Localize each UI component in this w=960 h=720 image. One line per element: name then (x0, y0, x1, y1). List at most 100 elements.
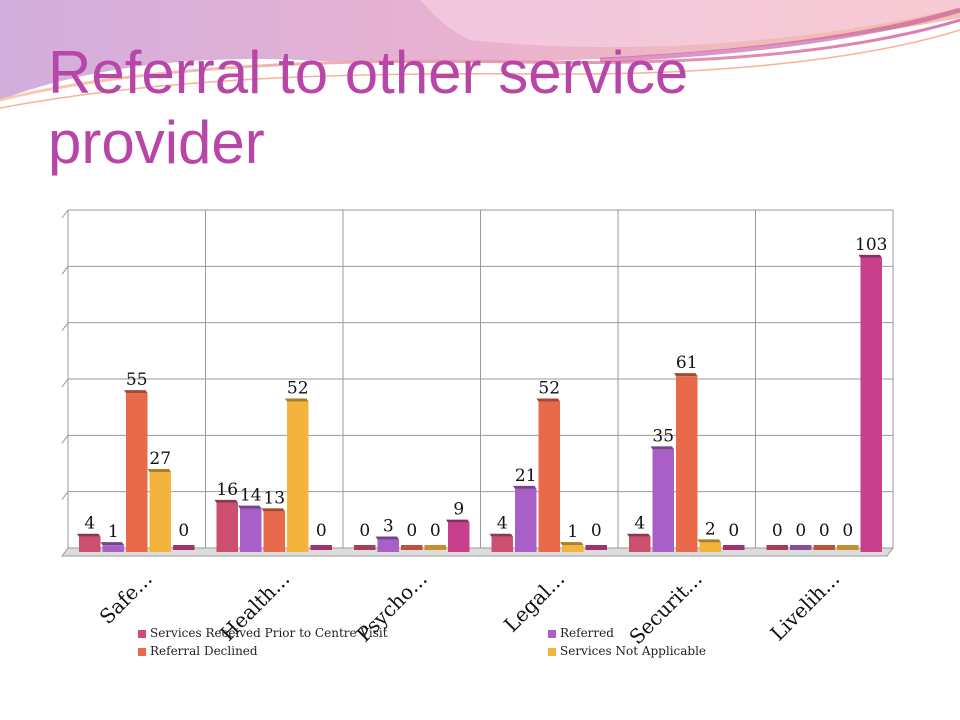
data-label: 9 (453, 500, 464, 520)
data-label: 0 (728, 521, 739, 541)
bar (676, 376, 698, 552)
data-label: 0 (842, 521, 853, 541)
bar-zero (354, 545, 376, 550)
bar-top (536, 398, 560, 402)
data-label: 0 (819, 521, 830, 541)
data-label: 0 (316, 521, 327, 541)
slide-title: Referral to other service provider (48, 39, 689, 176)
data-label: 103 (855, 235, 887, 255)
data-label: 27 (149, 449, 171, 469)
bar-zero (173, 545, 195, 550)
bar (515, 488, 537, 552)
bar-top (627, 533, 651, 537)
data-label: 35 (652, 426, 674, 446)
bar (699, 542, 721, 552)
bar (149, 471, 171, 552)
bar-top (214, 499, 238, 503)
legend-item: Referred (548, 626, 614, 640)
bar-top (489, 533, 513, 537)
data-label: 61 (676, 353, 698, 373)
bar-top (697, 539, 721, 543)
data-label: 3 (383, 517, 394, 537)
bar-top (285, 398, 309, 402)
bar-top (261, 508, 285, 512)
bar (377, 539, 399, 552)
bar-zero (401, 545, 423, 550)
bar (102, 545, 124, 552)
legend-item: Services Not Applicable (548, 644, 706, 658)
chart-legend: Services Received Prior to Centre Visit … (138, 626, 858, 660)
bar-top (650, 446, 674, 450)
data-label: 0 (359, 521, 370, 541)
data-label: 13 (263, 488, 285, 508)
bar-top (100, 542, 124, 546)
legend-swatch (548, 647, 556, 656)
bar (629, 536, 651, 552)
bar-zero (310, 545, 332, 550)
data-label: 0 (178, 521, 189, 541)
legend-item: Referral Declined (138, 644, 258, 658)
bar (448, 522, 470, 552)
bar (263, 511, 285, 552)
data-label: 0 (591, 521, 602, 541)
data-label: 52 (538, 379, 560, 399)
category-label: Safe... (95, 567, 157, 629)
bar (538, 401, 560, 552)
bar-zero (585, 545, 607, 550)
gridline-side (61, 435, 69, 444)
bar-top (446, 519, 470, 523)
bar (126, 393, 148, 552)
legend-label: Referral Declined (150, 644, 258, 658)
legend-label: Services Received Prior to Centre Visit (150, 626, 388, 640)
bar (562, 545, 584, 552)
bar-zero (813, 545, 835, 550)
data-label: 1 (567, 522, 578, 542)
bar-top (375, 536, 399, 540)
data-label: 14 (240, 486, 262, 506)
bar (240, 508, 262, 552)
gridline-side (61, 266, 69, 275)
data-label: 52 (287, 379, 309, 399)
legend-label: Referred (560, 626, 614, 640)
bar-top (560, 542, 584, 546)
bar (79, 536, 101, 552)
bar-top (147, 468, 171, 472)
bar (491, 536, 513, 552)
data-label: 4 (84, 514, 95, 534)
bar (860, 257, 882, 552)
bar-top (238, 505, 262, 509)
gridline-side (61, 322, 69, 331)
data-label: 0 (430, 521, 441, 541)
data-label: 0 (772, 521, 783, 541)
gridline-side (61, 209, 69, 219)
slide-banner-decoration (0, 0, 960, 109)
legend-swatch (138, 647, 146, 656)
legend-swatch (548, 629, 556, 638)
data-label: 0 (795, 521, 806, 541)
bar-zero (424, 545, 446, 550)
data-label: 0 (406, 521, 417, 541)
bar-top (674, 373, 698, 377)
bar-zero (790, 545, 812, 550)
legend-label: Services Not Applicable (560, 644, 707, 658)
data-label: 21 (515, 466, 537, 486)
bar (216, 502, 238, 552)
legend-swatch (138, 629, 146, 638)
data-label: 55 (126, 370, 148, 390)
data-label: 4 (497, 514, 508, 534)
bar-zero (837, 545, 859, 550)
legend-item: Services Received Prior to Centre Visit (138, 626, 388, 640)
data-label: 4 (634, 514, 645, 534)
data-label: 1 (108, 522, 119, 542)
data-label: 16 (216, 480, 238, 500)
bar (287, 401, 309, 552)
gridline-side (61, 491, 69, 500)
bar-zero (723, 545, 745, 550)
bar-top (858, 254, 882, 258)
gridline-side (61, 378, 69, 388)
bar (652, 449, 674, 552)
bar-top (77, 533, 101, 537)
data-label: 2 (705, 519, 716, 539)
bar-zero (766, 545, 788, 550)
